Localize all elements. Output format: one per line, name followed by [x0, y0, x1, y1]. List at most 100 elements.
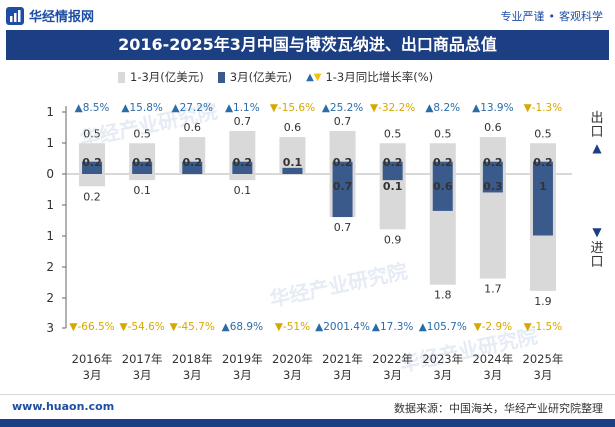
x-tick-label: 3月 — [283, 368, 302, 382]
bar-import-cumulative — [79, 174, 106, 187]
label-import-march: 0.3 — [483, 180, 503, 193]
label-import-cumulative: 1.9 — [534, 295, 552, 308]
label-export-yoy: ▲8.5% — [75, 102, 110, 114]
label-export-march: 0.2 — [82, 156, 102, 169]
label-import-march: 1 — [539, 180, 547, 193]
x-tick-label: 2021年 — [322, 352, 363, 366]
legend-swatch-cumulative — [118, 71, 125, 83]
bar-export-march — [182, 161, 203, 174]
label-export-yoy: ▲13.9% — [472, 102, 513, 114]
x-tick-label: 2020年 — [272, 352, 313, 366]
bar-export-march — [532, 161, 553, 174]
logo[interactable]: 华经情报网 — [6, 6, 94, 25]
bar-export-march — [232, 161, 253, 174]
label-export-march: 0.2 — [383, 156, 403, 169]
label-import-yoy: ▼-66.5% — [69, 321, 114, 333]
top-bar: 华经情报网 专业严谨 • 客观科学 — [0, 0, 615, 30]
side-label-export-char: 出 — [590, 111, 603, 126]
label-export-cumulative: 0.6 — [284, 121, 302, 134]
x-tick-label: 2024年 — [472, 352, 513, 366]
y-tick-label: 1 — [46, 105, 54, 119]
label-export-cumulative: 0.5 — [534, 127, 552, 140]
x-tick-label: 3月 — [383, 368, 402, 382]
label-export-march: 0.2 — [433, 156, 453, 169]
label-export-cumulative: 0.5 — [384, 127, 402, 140]
label-import-march: 0.7 — [333, 180, 353, 193]
legend: 1-3月(亿美元) 3月(亿美元) ▲ ▼ 1-3月同比增长率(%) — [118, 68, 447, 86]
legend-down-triangle-icon: ▼ — [313, 71, 322, 83]
label-import-cumulative: 0.9 — [384, 233, 402, 246]
y-tick-label: 1 — [46, 136, 54, 150]
data-labels: 0.5 0.2 0.2 ▲8.5% ▼-66.5% 0.5 0.1 0.2 ▲15.8% ▼-54… — [69, 102, 562, 333]
logo-text: 华经情报网 — [29, 10, 95, 25]
label-export-march: 0.2 — [333, 156, 353, 169]
x-tick-label: 3月 — [534, 368, 553, 382]
label-import-yoy: ▼-51% — [275, 321, 310, 333]
label-export-march: 0.2 — [233, 156, 253, 169]
x-tick-label: 2023年 — [422, 352, 463, 366]
bar-export-march — [382, 161, 403, 174]
chart-title: 2016-2025年3月中国与博茨瓦纳进、出口商品总值 — [6, 30, 609, 60]
label-import-yoy: ▼-1.5% — [524, 321, 563, 333]
watermark-text: 华经产业研究院 — [268, 259, 410, 312]
label-import-cumulative: 0.1 — [133, 184, 151, 197]
label-export-yoy: ▲1.1% — [225, 102, 260, 114]
bar-import-march — [382, 174, 403, 181]
label-export-march: 0.2 — [132, 156, 152, 169]
label-export-cumulative: 0.5 — [83, 127, 101, 140]
footer-source: 数据来源：中国海关，华经产业研究院整理 — [394, 402, 603, 415]
label-export-cumulative: 0.6 — [184, 121, 202, 134]
side-label-import-char: 进 — [590, 241, 603, 256]
legend-item-march: 3月(亿美元) — [217, 69, 293, 85]
slogan-tag-1: 专业严谨 — [500, 10, 545, 23]
side-label-export-char: 口 — [590, 125, 603, 140]
label-export-march: 0.2 — [533, 156, 553, 169]
y-tick-label: 2 — [46, 260, 54, 274]
x-tick-label: 3月 — [483, 368, 502, 382]
bar-import-cumulative — [129, 174, 156, 181]
x-tick-label: 3月 — [233, 368, 252, 382]
side-label-import-char: 口 — [590, 255, 603, 270]
label-import-cumulative: 0.1 — [234, 184, 252, 197]
y-tick-label: 2 — [46, 291, 54, 305]
logo-icon — [6, 6, 24, 25]
slogan-tag-2: 客观科学 — [559, 10, 603, 23]
y-tick-label: 1 — [46, 229, 54, 243]
y-tick-label: 3 — [46, 321, 54, 335]
y-tick-label: 0 — [46, 167, 54, 181]
bars — [79, 130, 556, 291]
label-import-yoy: ▲2001.4% — [315, 321, 370, 333]
import-arrow-icon: ▼ — [592, 225, 602, 239]
bar-import-cumulative — [379, 174, 406, 230]
label-import-march: 0.1 — [383, 180, 403, 193]
legend-item-yoy: ▲ ▼ 1-3月同比增长率(%) — [306, 69, 433, 85]
label-export-march: 0.2 — [483, 156, 503, 169]
bar-export-march — [132, 161, 153, 174]
legend-label-march: 3月(亿美元) — [229, 70, 293, 84]
legend-label-cumulative: 1-3月(亿美元) — [130, 70, 204, 84]
bar-export-march — [82, 161, 103, 174]
x-axis: 2016年 3月 2017年 3月 2018年 3月 2019年 3月 2020年 3月 2021年… — [72, 352, 564, 382]
x-tick-label: 2016年 — [72, 352, 113, 366]
bar-export-march — [332, 161, 353, 174]
legend-swatch-march — [217, 71, 225, 83]
x-tick-label: 3月 — [133, 368, 152, 382]
label-export-yoy: ▲27.2% — [172, 102, 213, 114]
label-import-yoy: ▲68.9% — [222, 321, 263, 333]
bar-import-march — [332, 174, 353, 218]
label-export-yoy: ▼-32.2% — [370, 102, 415, 114]
footer-site-link[interactable]: www.huaon.com — [12, 400, 115, 413]
label-import-cumulative: 1.8 — [434, 289, 452, 302]
label-import-yoy: ▼-2.9% — [474, 321, 513, 333]
legend-item-cumulative: 1-3月(亿美元) — [118, 69, 204, 85]
x-tick-label: 3月 — [333, 368, 352, 382]
legend-label-yoy: 1-3月同比增长率(%) — [325, 70, 434, 84]
bar-export-march — [282, 167, 303, 174]
x-tick-label: 2022年 — [372, 352, 413, 366]
x-tick-label: 3月 — [83, 368, 102, 382]
label-import-yoy: ▲105.7% — [419, 321, 467, 333]
bar-import-march — [432, 174, 453, 211]
footer: www.huaon.com 数据来源：中国海关，华经产业研究院整理 — [0, 394, 615, 419]
